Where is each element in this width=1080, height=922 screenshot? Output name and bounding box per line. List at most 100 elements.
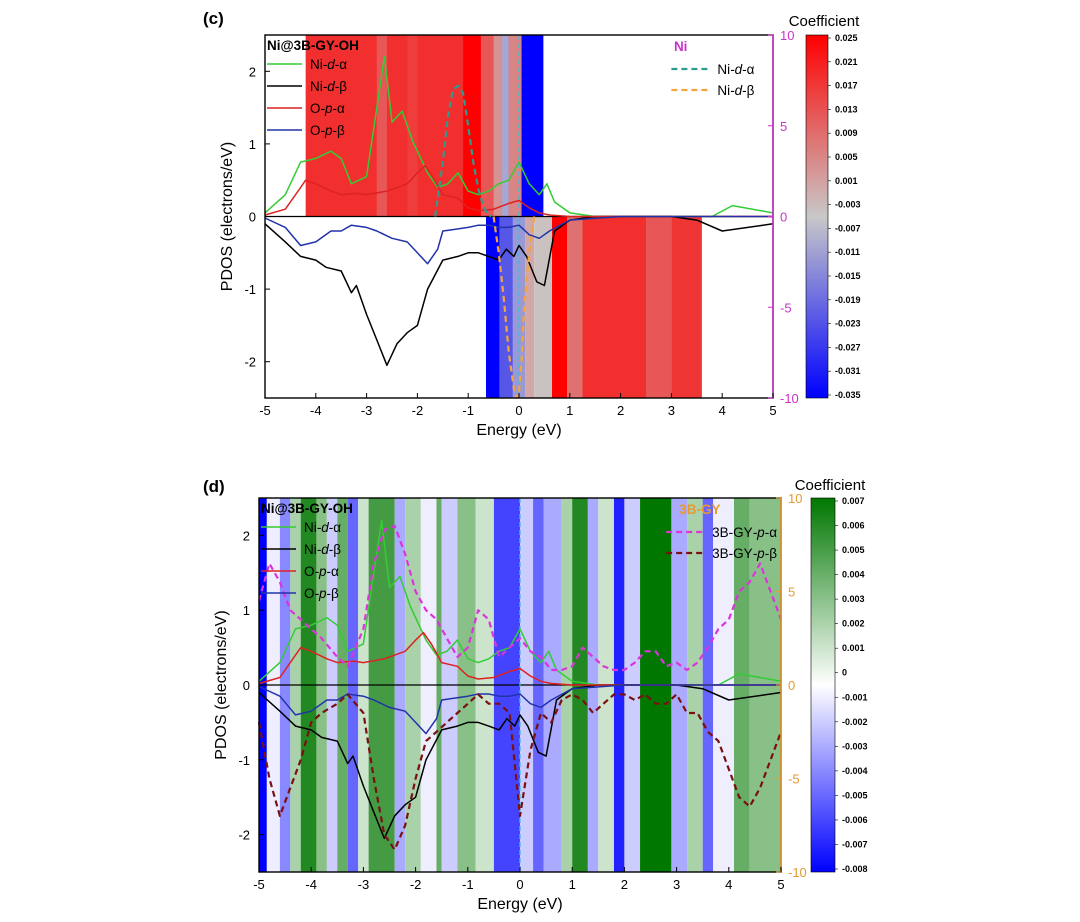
colorbar-tick-label: 0.004 [842,570,865,580]
coefficient-band [671,216,702,398]
x-tick-label: -1 [462,403,474,418]
right-axis-group-title: 3B-GY [679,502,720,517]
colorbar-tick-label: -0.005 [842,790,868,800]
x-tick-label: 2 [617,403,624,418]
colorbar-tick-label: -0.011 [835,247,860,257]
legend-left: Ni-d-αNi-d-βO-p-αO-p-β [267,57,347,138]
x-tick-label: 1 [569,877,576,892]
coefficient-band [582,216,646,398]
legend-label-part: -α [327,564,339,579]
legend-label-part: -d [323,79,335,94]
y2-tick-label: 10 [788,491,802,506]
colorbar-tick-label: 0.006 [842,521,865,531]
colorbar-tick-label: -0.015 [835,271,861,281]
legend-label-part: -β [742,83,754,98]
plot-subtitle: Ni@3B-GY-OH [267,38,359,53]
coefficient-band [463,35,481,217]
legend-right: 3B-GY-p-α3B-GY-p-β [666,525,777,561]
legend-label-part: -d [730,62,742,77]
y-tick-label: -2 [244,355,256,370]
series-line-ni-d--right [434,84,492,218]
legend-label-part: O [304,564,315,579]
colorbar [810,497,836,873]
legend-label-part: -p [315,564,327,579]
y2-tick-label: -10 [780,391,799,406]
legend-label-part: Ni [717,83,730,98]
legend-label: O-p-α [304,564,339,579]
series-line-ni-d- [264,56,774,218]
series-line-3b-gy-p--right [257,693,783,851]
legend-right: Ni-d-αNi-d-β [671,62,755,98]
x-axis-title: Energy (eV) [476,422,561,439]
colorbar-tick-label: -0.019 [835,295,861,305]
coefficient-band [485,216,500,398]
x-tick-label: -3 [361,403,373,418]
legend-label-part: -GY [729,546,753,561]
colorbar-tick-label: -0.035 [835,390,861,400]
legend-label-part: -β [335,79,347,94]
x-tick-label: 0 [516,877,523,892]
legend-label-part: O [310,123,321,138]
colorbar-tick-label: -0.002 [842,717,868,727]
y-tick-label: 1 [243,603,250,618]
legend-label-part: -β [765,546,777,561]
coefficient-band [376,35,387,217]
x-tick-label: 0 [515,403,522,418]
legend-label-part: -α [335,57,347,72]
figure-d-panel[interactable]: (d)-5 -4 -3 -2 -1 0 1 2 3 4 5-2-1012-10-50510Energ… [203,477,868,913]
colorbar-tick-label: 0.009 [835,128,858,138]
x-tick-label: -2 [410,877,422,892]
legend-label-part: Ni [304,542,317,557]
colorbar-tick-label: 0.002 [842,619,865,629]
y2-tick-label: 5 [780,119,787,134]
colorbar-tick-label: -0.007 [842,839,868,849]
figure-c-panel[interactable]: (c)-5 -4 -3 -2 -1 0 1 2 3 4 5-2-1012-10-50510Energ… [203,9,861,439]
legend-label-part: -p [315,586,327,601]
y2-tick-label: 5 [788,585,795,600]
y2-tick-label: -10 [788,865,807,880]
y2-tick-label: 0 [780,210,787,225]
x-tick-label: -4 [305,877,317,892]
legend-label: Ni-d-α [717,62,754,77]
legend-label-part: Ni [310,57,323,72]
y2-tick-label: -5 [788,772,800,787]
colorbar-tick-label: 0.013 [835,104,858,114]
colorbar-tick-label: -0.001 [842,692,868,702]
colorbar-tick-label: 0 [842,668,847,678]
series-line-3b-gy-p--right [257,524,783,672]
legend-left: Ni-d-αNi-d-βO-p-αO-p-β [261,520,341,601]
y-tick-label: 0 [249,210,256,225]
y-axis-title: PDOS (electrons/eV) [213,610,230,759]
plot-subtitle: Ni@3B-GY-OH [261,501,353,516]
legend-label-part: Ni [717,62,730,77]
legend-label-part: -β [333,123,345,138]
colorbar-tick-label: 0.021 [835,57,858,67]
legend-label-part: -α [742,62,754,77]
legend-label-part: Ni [310,79,323,94]
coefficient-band [552,216,568,398]
legend-label-part: -p [321,101,333,116]
x-tick-label: -5 [253,877,265,892]
legend-label-part: -d [730,83,742,98]
coefficient-bands [305,35,702,398]
y-tick-label: 2 [243,528,250,543]
legend-label-part: -p [753,546,765,561]
series-line-o-p- [258,631,781,686]
legend-label-part: O [304,586,315,601]
y-tick-label: -2 [238,828,250,843]
legend-label: O-p-β [310,123,345,138]
x-axis-title: Energy (eV) [477,896,562,913]
series-line-o-p- [258,684,781,735]
coefficient-band [525,216,535,398]
colorbar-tick-label: -0.007 [835,223,861,233]
coefficient-band [499,216,513,398]
coefficient-band [567,216,583,398]
colorbar-tick-label: 0.001 [835,176,858,186]
y2-tick-label: 10 [780,28,794,43]
legend-label: 3B-GY-p-β [712,546,777,561]
coefficient-band [501,35,509,217]
colorbar-tick-label: 0.017 [835,81,858,91]
legend-label-part: -β [329,542,341,557]
x-tick-label: 5 [769,403,776,418]
